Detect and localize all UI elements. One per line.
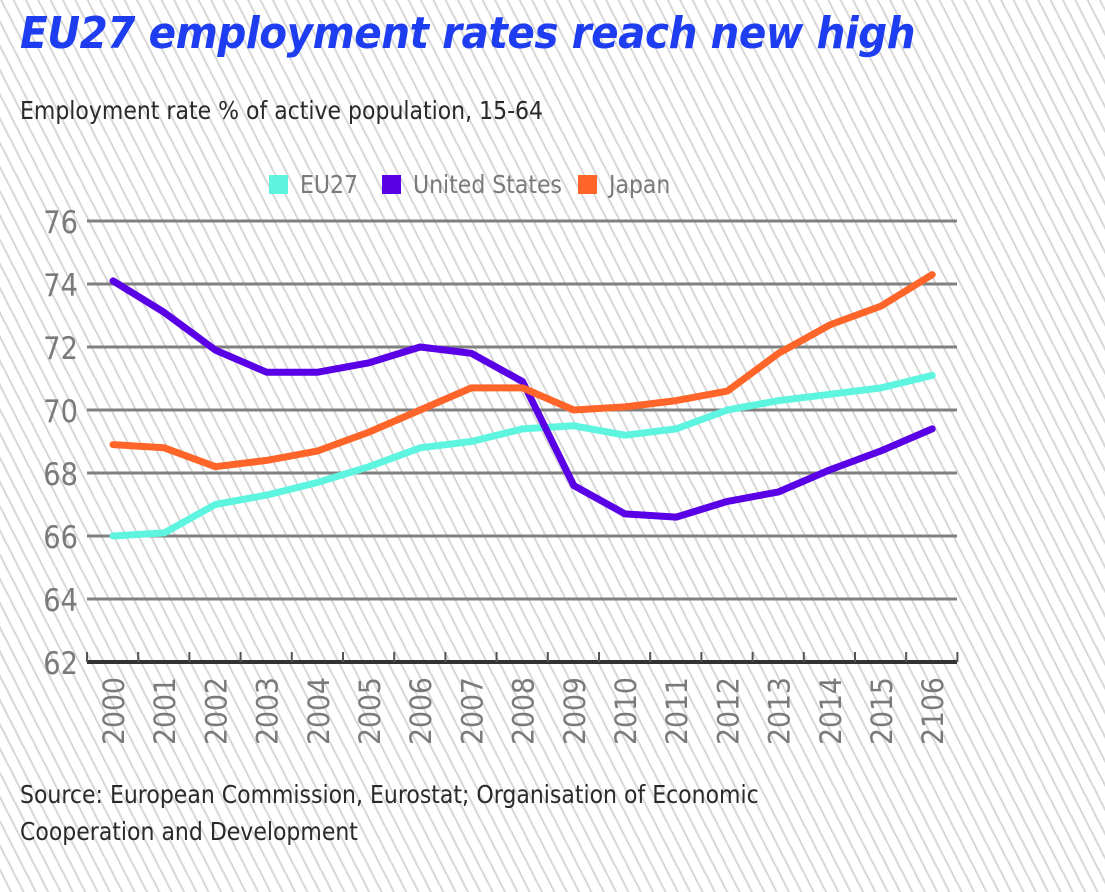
series-line-eu27 (109, 371, 936, 540)
x-tick-label: 2012 (711, 677, 745, 745)
y-tick-label: 72 (43, 330, 78, 366)
y-tick-label: 66 (43, 519, 78, 555)
source-note: Source: European Commission, Eurostat; O… (20, 780, 759, 846)
series-line-japan (109, 271, 936, 471)
x-tick-label: 2014 (814, 677, 848, 745)
x-tick-label: 2011 (660, 677, 694, 745)
x-tick-label: 2013 (763, 677, 797, 745)
y-tick-label: 70 (43, 393, 78, 429)
legend-item-eu27: EU27 (269, 170, 366, 199)
x-tick-label: 2004 (302, 677, 336, 745)
x-tick-label: 2106 (916, 677, 950, 745)
y-axis: 62 64 66 68 70 72 74 76 (43, 204, 78, 681)
x-tick-label: 2000 (97, 677, 131, 745)
chart-subtitle: Employment rate % of active population, … (20, 96, 544, 125)
legend-label-eu27: EU27 (300, 170, 358, 199)
x-tick-label: 2007 (455, 677, 489, 745)
y-tick-label: 62 (43, 645, 78, 681)
legend-item-japan: Japan (578, 170, 679, 199)
chart-title: EU27 employment rates reach new high (20, 8, 916, 59)
legend-swatch-japan (578, 175, 598, 194)
legend-swatch-united-states (381, 175, 401, 194)
x-tick-label: 2015 (865, 677, 899, 745)
x-tick-label: 2010 (609, 677, 643, 745)
y-tick-label: 68 (43, 456, 78, 492)
gridlines (87, 219, 957, 601)
legend-label-united-states: United States (412, 170, 562, 199)
y-tick-label: 76 (43, 204, 78, 240)
legend: EU27 United States Japan (269, 170, 705, 199)
x-axis: 2000 2001 2002 2003 2004 2005 2006 2007 2008 2009… (86, 652, 959, 745)
x-tick-label: 2008 (507, 677, 541, 745)
legend-item-united-states: United States (381, 170, 582, 199)
y-tick-label: 64 (43, 582, 78, 618)
x-tick-label: 2003 (251, 677, 285, 745)
y-tick-label: 74 (43, 267, 78, 303)
series-lines (109, 271, 936, 540)
x-tick-label: 2009 (558, 677, 592, 745)
legend-label-japan: Japan (609, 170, 671, 199)
x-tick-label: 2002 (199, 677, 233, 745)
x-tick-label: 2005 (353, 677, 387, 745)
x-tick-label: 2001 (148, 677, 182, 745)
legend-swatch-eu27 (269, 175, 288, 194)
x-tick-label: 2006 (404, 677, 438, 745)
